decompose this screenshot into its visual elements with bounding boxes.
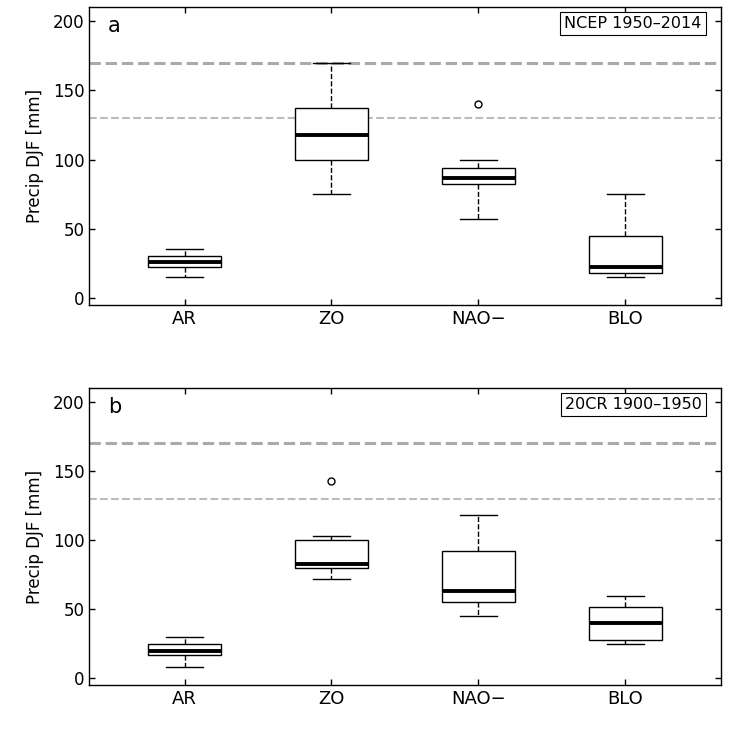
PathPatch shape — [295, 540, 369, 567]
Y-axis label: Precip DJF [mm]: Precip DJF [mm] — [26, 469, 45, 604]
Text: a: a — [108, 16, 121, 36]
Text: NCEP 1950–2014: NCEP 1950–2014 — [565, 16, 701, 31]
Text: b: b — [108, 397, 121, 417]
PathPatch shape — [588, 607, 662, 640]
Text: 20CR 1900–1950: 20CR 1900–1950 — [565, 397, 701, 412]
PathPatch shape — [441, 168, 515, 184]
PathPatch shape — [441, 551, 515, 602]
PathPatch shape — [295, 108, 369, 159]
PathPatch shape — [148, 256, 221, 268]
PathPatch shape — [148, 644, 221, 655]
Y-axis label: Precip DJF [mm]: Precip DJF [mm] — [26, 89, 45, 223]
PathPatch shape — [588, 236, 662, 273]
